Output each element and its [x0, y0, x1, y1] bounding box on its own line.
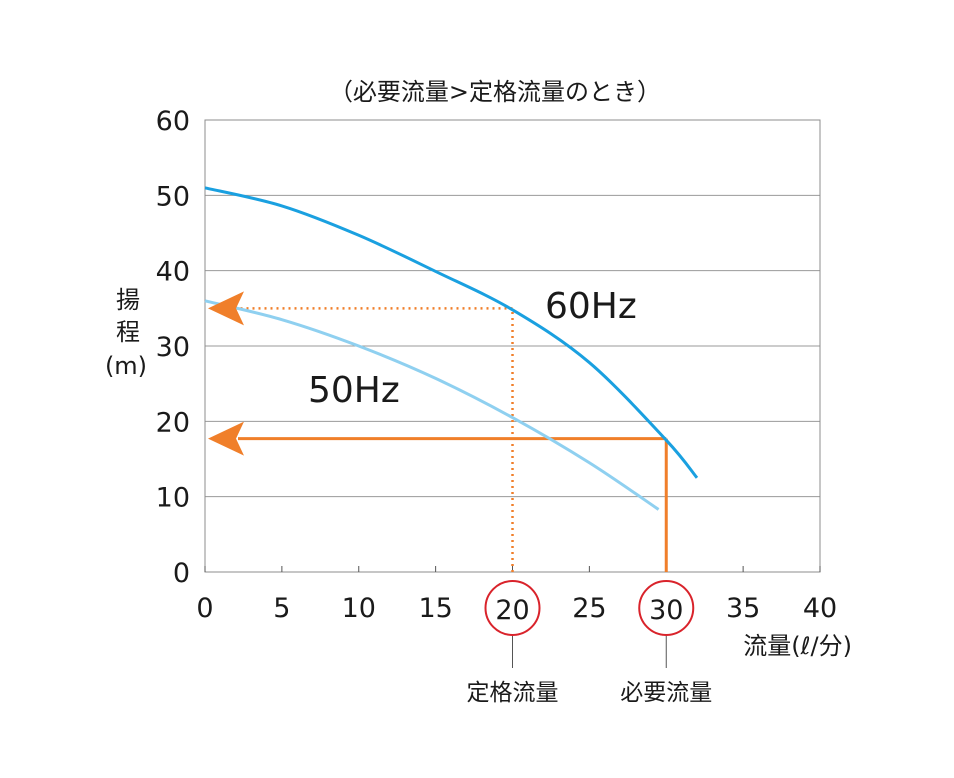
tick-circle-20 [484, 580, 541, 636]
x-axis-label: 流量(ℓ/分) [743, 632, 852, 660]
y-tick-60: 60 [156, 106, 190, 137]
x-tick-25: 25 [572, 593, 606, 624]
series-lines [204, 186, 699, 511]
x-axis-ticks: 0 5 10 15 20 25 30 35 40 [196, 566, 837, 626]
x-tick-10: 10 [342, 593, 376, 624]
x-tick-30: 30 [649, 595, 683, 626]
y-tick-20: 20 [156, 407, 190, 438]
y-tick-50: 50 [156, 181, 190, 212]
y-axis-ticks: 0 10 20 30 40 50 60 [156, 106, 190, 589]
annotation-label-20: 定格流量 [467, 680, 559, 706]
y-tick-10: 10 [156, 483, 190, 514]
x-tick-15: 15 [418, 593, 452, 624]
guide-arrows [208, 291, 244, 456]
series-line-50hz [204, 299, 660, 511]
x-tick-0: 0 [196, 593, 213, 624]
y-axis-label-char-1: 揚 [116, 286, 140, 314]
y-tick-30: 30 [156, 332, 190, 363]
tick-circle-30 [638, 580, 695, 636]
x-tick-35: 35 [726, 593, 760, 624]
y-axis-label-char-2: 程 [116, 318, 140, 346]
y-axis-label-unit: (m) [105, 352, 147, 380]
x-tick-20: 20 [495, 595, 529, 626]
series-label-60hz: 60Hz [545, 286, 637, 327]
annotations: 定格流量 必要流量 [467, 580, 712, 706]
guide-lines [238, 307, 668, 572]
series-line-60hz [204, 186, 699, 479]
series-label-50hz: 50Hz [308, 370, 400, 411]
y-tick-0: 0 [173, 558, 190, 589]
chart-title: （必要流量>定格流量のとき） [329, 78, 661, 106]
guide-1-arrowhead [208, 421, 244, 456]
grid [205, 194, 820, 498]
y-tick-40: 40 [156, 257, 190, 288]
annotation-label-30: 必要流量 [620, 680, 712, 706]
guide-0-arrowhead [208, 291, 244, 326]
x-tick-5: 5 [273, 593, 290, 624]
x-tick-40: 40 [803, 593, 837, 624]
